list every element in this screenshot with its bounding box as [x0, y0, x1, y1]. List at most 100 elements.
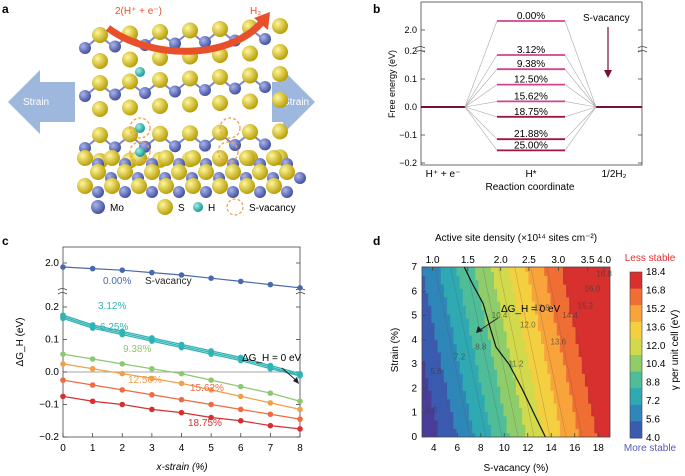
- panel-c-xtick: 6: [238, 443, 244, 454]
- series-point: [149, 391, 155, 398]
- panel-d-ytick: 1: [411, 408, 417, 419]
- vacancy-marker-icon: [129, 141, 151, 163]
- s-atom: [198, 164, 214, 180]
- s-atom: [122, 73, 138, 90]
- series-point: [149, 365, 155, 372]
- s-atom: [144, 164, 160, 180]
- series-point: [237, 383, 244, 390]
- s-atom: [158, 178, 174, 194]
- vacancy-marker-icon: [129, 117, 151, 139]
- series-label: 3.12%: [98, 301, 126, 312]
- colorbar-bottom-label: More stable: [624, 443, 677, 454]
- panel-d-top-tick: 4.0: [597, 255, 611, 266]
- mo-atom: [199, 84, 211, 96]
- s-atom: [242, 67, 258, 84]
- contour-label: 14.4: [562, 311, 578, 320]
- panel-d-top-tick: 1.5: [461, 255, 475, 266]
- series-point: [119, 361, 126, 367]
- s-atom: [131, 178, 147, 194]
- contour-label: 5.6: [431, 367, 443, 376]
- legend-s: S: [178, 203, 185, 214]
- mo-atom: [109, 88, 121, 101]
- mo-atom: [139, 87, 151, 99]
- panel-c-xtick: 5: [208, 443, 214, 454]
- contour-label: 15.2: [578, 301, 594, 310]
- series-point: [267, 281, 274, 288]
- energy-level-label: 25.00%: [514, 140, 548, 151]
- s-atom: [279, 164, 295, 180]
- panel-d-xtick: 18: [593, 443, 605, 454]
- mo-atom: [169, 140, 181, 153]
- panel-b-ytick: 2.0: [404, 25, 417, 35]
- series-point: [267, 400, 274, 406]
- mo-atom: [169, 37, 181, 50]
- series-point: [178, 380, 185, 387]
- panel-d-xtick: 14: [546, 443, 558, 454]
- series-point: [297, 416, 303, 422]
- panel-c-ytick: 0.1: [45, 335, 59, 346]
- mo-atom: [173, 186, 185, 198]
- panel-d-xtick: 8: [478, 443, 484, 454]
- panel-b-ytick: 0.2: [404, 46, 417, 56]
- s-atom: [212, 178, 228, 194]
- panel-label-d: d: [373, 234, 380, 248]
- mo-atom: [259, 33, 271, 45]
- series-point: [297, 426, 303, 432]
- mo-atom: [229, 139, 241, 151]
- s-atom: [242, 124, 258, 140]
- strain-arrow-left-icon: [8, 70, 75, 134]
- legend-vacancy: S-vacancy: [249, 203, 296, 214]
- legend-h-icon: [193, 202, 203, 212]
- series-point: [60, 351, 66, 357]
- panel-d-xtick: 6: [454, 443, 460, 454]
- contour-label: 10.4: [492, 311, 508, 320]
- axis-break-icon: [415, 46, 648, 53]
- panel-d-xtick: 4: [431, 443, 437, 454]
- panel-d-top-tick: 3.5: [581, 255, 595, 266]
- contour-label: 8.8: [475, 343, 487, 352]
- legend-vacancy-icon: [226, 198, 244, 216]
- svacancy-arrowhead-icon: [604, 70, 612, 78]
- series-point: [178, 344, 185, 351]
- s-atom: [185, 150, 201, 166]
- s-atom: [212, 95, 228, 111]
- series-point: [178, 396, 185, 403]
- series-label: 18.75%: [188, 418, 222, 429]
- s-atom: [152, 50, 168, 66]
- energy-level-label: 18.75%: [514, 107, 548, 118]
- reaction-arrowhead-icon: [254, 12, 270, 30]
- s-atom: [272, 123, 288, 140]
- s-atom: [122, 99, 138, 116]
- heatmap-zero-label: ΔG_H = 0 eV: [501, 304, 561, 315]
- panel-d-xtick: 16: [569, 443, 581, 454]
- vacancy-marker-icon: [219, 117, 241, 139]
- s-atom: [152, 72, 168, 88]
- s-atom: [117, 164, 133, 180]
- energy-level-label: 21.88%: [514, 129, 548, 140]
- heatmap-zero-arrow-icon: [479, 317, 499, 331]
- series-point: [60, 393, 66, 400]
- series-point: [267, 411, 274, 418]
- panel-c-chart: 2.0 0.2 0.1 0.0 −0.1 −0.20 1 2 3 4 5 6 7 8 0.00% 3.12% 6…: [39, 258, 303, 454]
- state-final: 1/2H₂: [601, 169, 626, 180]
- contour-label: 7.2: [454, 352, 466, 361]
- state-initial: H⁺ + e⁻: [426, 169, 461, 180]
- series-label: 6.25%: [100, 322, 128, 333]
- h-atom: [135, 123, 145, 133]
- colorbar: 18.4 16.8 15.2 13.6 12.0 10.4 8.8 7.2 5.6 4.0: [629, 267, 666, 444]
- s-atom: [158, 150, 174, 166]
- colorbar-tick: 13.6: [646, 322, 666, 333]
- energy-level-label: 0.00%: [517, 11, 545, 22]
- s-atom: [266, 150, 282, 166]
- panel-d-ytick: 2: [411, 383, 417, 394]
- reaction-right-label: H₂: [250, 6, 261, 17]
- panel-d-ytick: 0: [411, 432, 417, 443]
- series-point: [297, 406, 303, 413]
- series-point: [89, 365, 96, 372]
- energy-level-label: 12.50%: [514, 75, 548, 86]
- zero-contour-line: [463, 266, 546, 438]
- s-atom: [272, 92, 288, 108]
- series-point: [297, 285, 303, 291]
- series-point: [208, 377, 214, 383]
- panel-c-ytick: −0.2: [39, 432, 59, 443]
